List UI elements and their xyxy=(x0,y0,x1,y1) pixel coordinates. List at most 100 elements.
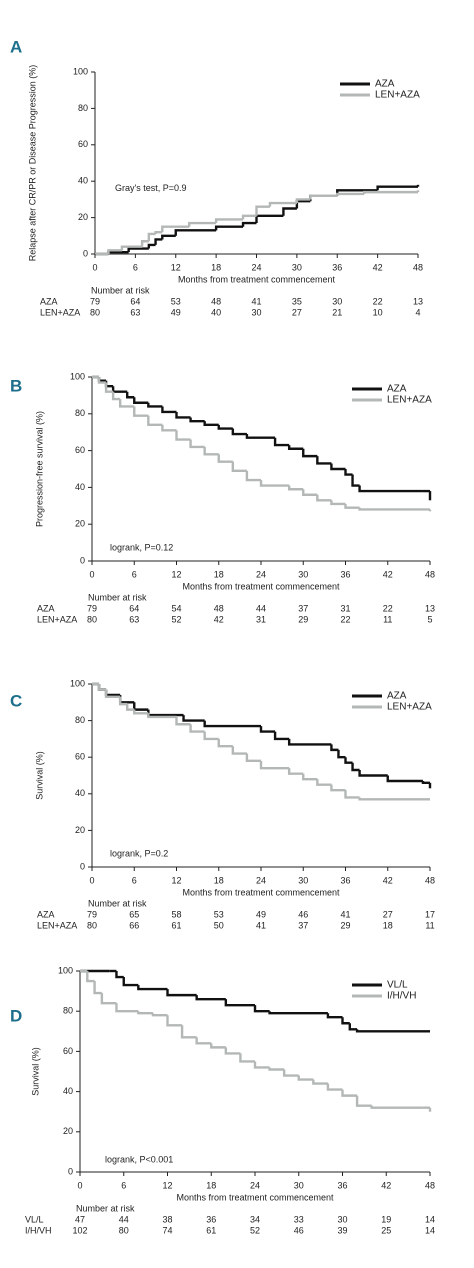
x-tick-label: 42 xyxy=(383,569,393,579)
y-tick-label: 40 xyxy=(75,482,85,492)
km-step xyxy=(147,232,156,242)
km-step xyxy=(140,240,149,247)
km-step xyxy=(253,1005,270,1013)
km-step xyxy=(253,1061,270,1069)
x-tick-label: 24 xyxy=(251,262,261,272)
km-step xyxy=(214,225,244,231)
km-step xyxy=(259,760,290,770)
risk-value: 35 xyxy=(292,296,302,306)
km-step xyxy=(231,746,247,755)
panel-label: B xyxy=(10,376,22,395)
km-step xyxy=(355,1095,372,1107)
x-tick-label: 30 xyxy=(292,262,302,272)
y-tick-label: 20 xyxy=(78,212,88,222)
legend-label: LEN+AZA xyxy=(387,395,432,406)
risk-value: 53 xyxy=(171,296,181,306)
y-tick-label: 60 xyxy=(78,139,88,149)
risk-value: 79 xyxy=(90,296,100,306)
x-tick-label: 12 xyxy=(162,1180,172,1190)
x-tick-label: 18 xyxy=(214,569,224,579)
km-step xyxy=(126,391,135,399)
km-step xyxy=(224,1047,241,1055)
km-step xyxy=(97,377,107,384)
risk-value: 46 xyxy=(294,1225,304,1235)
risk-value: 21 xyxy=(332,307,342,317)
x-axis-label: Months from treatment commencement xyxy=(182,581,340,591)
x-axis-label: Months from treatment commencement xyxy=(178,274,336,284)
risk-value: 41 xyxy=(251,296,261,306)
km-step xyxy=(348,1023,358,1031)
km-step xyxy=(214,218,244,224)
km-step xyxy=(326,1083,343,1091)
km-step xyxy=(302,773,318,781)
km-step xyxy=(127,247,149,253)
risk-value: 30 xyxy=(251,307,261,317)
km-step xyxy=(282,1069,299,1077)
risk-value: 29 xyxy=(298,614,308,624)
risk-value: 79 xyxy=(87,603,97,613)
x-axis-label: Months from treatment commencement xyxy=(182,887,340,897)
km-step xyxy=(241,221,257,227)
km-step xyxy=(259,480,290,487)
risk-title: Number at risk xyxy=(88,898,147,908)
km-step xyxy=(180,1025,197,1039)
x-axis-label: Months from treatment commencement xyxy=(176,1192,334,1202)
risk-value: 22 xyxy=(383,603,393,613)
x-tick-label: 6 xyxy=(132,875,137,885)
risk-value: 58 xyxy=(171,909,181,919)
km-step xyxy=(344,503,360,509)
risk-value: 37 xyxy=(298,920,308,930)
km-step xyxy=(326,1013,343,1019)
risk-value: 22 xyxy=(340,614,350,624)
km-step xyxy=(358,485,423,493)
km-step xyxy=(370,1105,423,1109)
km-step xyxy=(86,971,95,983)
km-step xyxy=(161,234,176,240)
km-step xyxy=(115,1003,139,1013)
km-step xyxy=(188,221,217,227)
km-step xyxy=(118,694,135,704)
km-step xyxy=(147,709,184,717)
y-tick-label: 80 xyxy=(78,103,88,113)
risk-value: 79 xyxy=(87,909,97,919)
x-tick-label: 0 xyxy=(77,1180,82,1190)
km-step xyxy=(189,439,205,449)
y-tick-label: 40 xyxy=(75,788,85,798)
x-tick-label: 48 xyxy=(413,262,423,272)
km-step xyxy=(268,201,297,207)
x-tick-label: 0 xyxy=(89,875,94,885)
risk-value: 64 xyxy=(129,603,139,613)
risk-value: 53 xyxy=(214,909,224,919)
km-step xyxy=(166,1015,183,1027)
km-step xyxy=(161,225,190,233)
km-step xyxy=(273,731,290,741)
km-step xyxy=(341,1017,350,1025)
km-step xyxy=(376,185,418,191)
risk-value: 41 xyxy=(256,920,266,930)
x-tick-label: 42 xyxy=(373,262,383,272)
km-step xyxy=(133,709,149,715)
x-tick-label: 0 xyxy=(89,569,94,579)
km-step xyxy=(344,790,360,799)
y-tick-label: 20 xyxy=(63,1126,73,1136)
legend-label: LEN+AZA xyxy=(375,90,420,101)
panel-label: D xyxy=(10,1006,22,1025)
y-tick-label: 80 xyxy=(63,1006,73,1016)
y-tick-label: 0 xyxy=(83,248,88,258)
km-step xyxy=(282,207,297,216)
y-tick-label: 100 xyxy=(73,66,88,76)
legend-label: I/H/VH xyxy=(387,991,416,1002)
km-step xyxy=(255,214,284,224)
x-tick-label: 36 xyxy=(337,1180,347,1190)
km-step xyxy=(118,696,128,706)
risk-value: 37 xyxy=(298,603,308,613)
km-step xyxy=(126,704,135,711)
y-axis-label: Survival (%) xyxy=(30,1047,40,1096)
km-step xyxy=(203,731,219,741)
y-axis-label: Relapse after CR/PR or Disease Progressi… xyxy=(27,65,37,262)
risk-value: 11 xyxy=(383,614,392,624)
panel-label: A xyxy=(10,37,22,56)
km-step xyxy=(245,753,261,763)
km-step xyxy=(93,981,102,995)
risk-value: 49 xyxy=(256,909,266,919)
